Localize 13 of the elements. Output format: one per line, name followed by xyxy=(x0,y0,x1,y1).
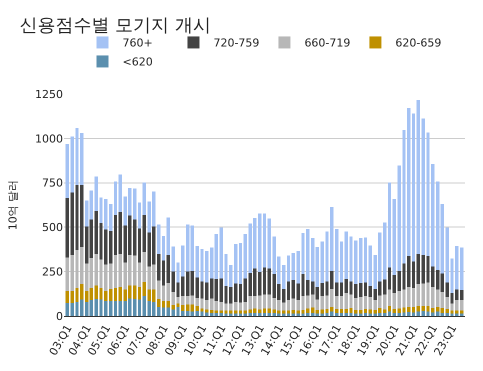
legend-label: 620-659 xyxy=(395,36,442,50)
y-axis-title: 10억 달러 xyxy=(6,180,20,230)
y-tick-label: 1000 xyxy=(35,132,63,146)
legend-label: 760+ xyxy=(122,36,153,50)
y-tick-label: 250 xyxy=(42,265,63,278)
y-tick-label: 500 xyxy=(42,221,63,234)
legend-label: <620 xyxy=(122,56,153,69)
chart-title: 신용점수별 모기지 개시 xyxy=(19,15,211,36)
y-tick-label: 750 xyxy=(42,176,63,190)
legend-label: 720-759 xyxy=(213,36,260,50)
y-tick-label: 0 xyxy=(56,310,63,323)
legend-label: 660-719 xyxy=(304,36,350,50)
y-tick-label: 1250 xyxy=(35,88,63,101)
